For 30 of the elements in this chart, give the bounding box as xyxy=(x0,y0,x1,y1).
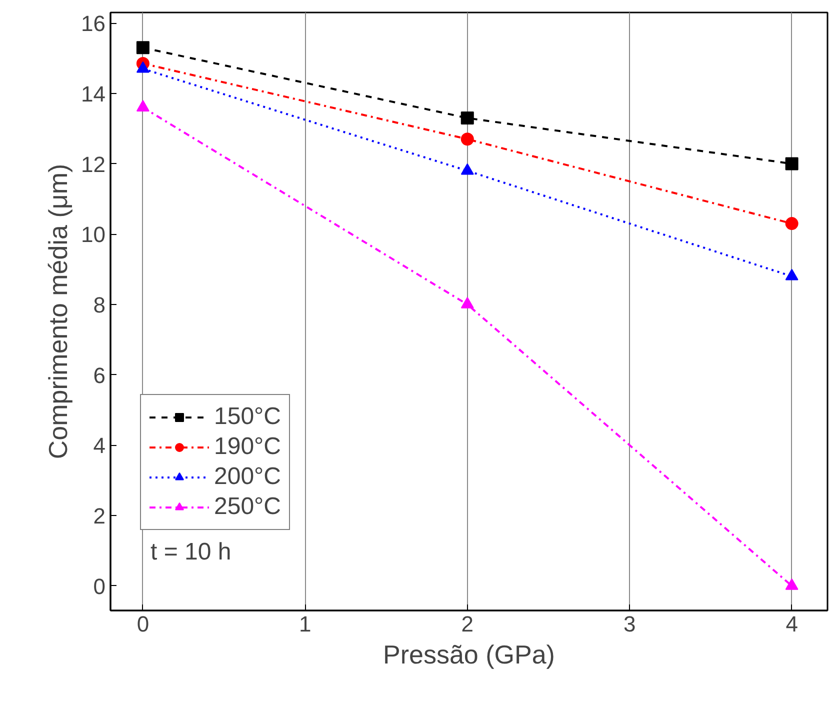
y-tick-label: 14 xyxy=(81,81,106,106)
point xyxy=(785,157,798,170)
x-tick-label: 3 xyxy=(623,612,636,636)
y-tick-label: 4 xyxy=(93,433,106,458)
y-tick-label: 6 xyxy=(93,362,106,388)
point xyxy=(460,112,474,125)
point xyxy=(460,297,474,308)
x-tick-label: 2 xyxy=(461,612,474,636)
point xyxy=(136,41,150,54)
point xyxy=(785,217,798,230)
legend-label: 190°C xyxy=(214,433,281,461)
point xyxy=(785,578,798,590)
y-tick-label: 12 xyxy=(81,152,106,177)
y-tick-label: 2 xyxy=(93,504,106,529)
y-tick-label: 8 xyxy=(93,292,106,318)
y-tick-label: 10 xyxy=(81,222,106,248)
y-tick-label: 16 xyxy=(81,11,106,36)
x-tick-label: 1 xyxy=(299,612,312,636)
legend-label: 150°C xyxy=(214,403,281,431)
x-tick-label: 4 xyxy=(786,612,798,636)
legend-label: 200°C xyxy=(214,463,281,491)
x-axis-title: Pressão (GPa) xyxy=(383,640,555,670)
annotation: t = 10 h xyxy=(150,538,232,566)
y-axis-title: Comprimento média (μm) xyxy=(43,164,74,460)
point xyxy=(785,268,798,280)
point xyxy=(460,163,474,175)
point xyxy=(460,132,474,146)
y-tick-label: 0 xyxy=(93,574,106,599)
legend-label: 250°C xyxy=(214,493,281,521)
x-tick-label: 0 xyxy=(136,612,150,636)
